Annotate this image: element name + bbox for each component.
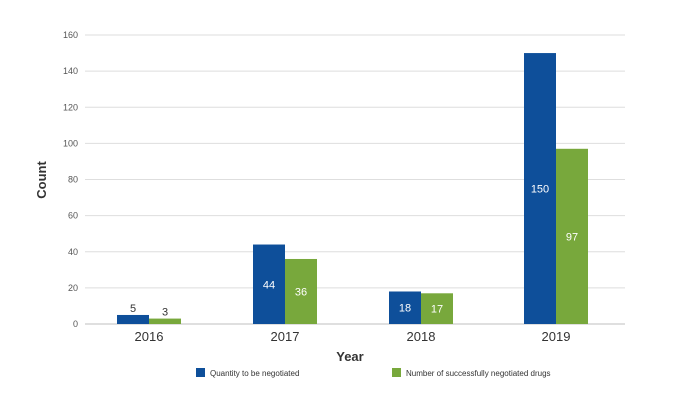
y-tick-label: 120 bbox=[63, 102, 78, 112]
bar bbox=[285, 258, 317, 324]
x-tick-label: 2019 bbox=[542, 329, 571, 344]
data-label: 3 bbox=[162, 307, 168, 319]
bar bbox=[149, 318, 181, 324]
legend-swatch-quantity bbox=[196, 368, 205, 377]
legend-swatch-successful bbox=[392, 368, 401, 377]
data-label: 5 bbox=[130, 303, 136, 315]
y-tick-label: 100 bbox=[63, 138, 78, 148]
bar bbox=[253, 244, 285, 324]
y-tick-labels: 0 20 40 60 80 100 120 140 160 bbox=[63, 30, 78, 329]
data-label: 18 bbox=[399, 303, 411, 315]
legend-label-successful: Number of successfully negotiated drugs bbox=[406, 369, 551, 378]
y-axis-title: Count bbox=[34, 161, 49, 199]
y-tick-label: 80 bbox=[68, 175, 78, 185]
bars: 5 3 44 36 18 17 150 97 bbox=[117, 53, 588, 324]
x-tick-label: 2017 bbox=[271, 329, 300, 344]
x-tick-label: 2018 bbox=[407, 329, 436, 344]
x-axis-title: Year bbox=[336, 349, 363, 364]
bar bbox=[556, 148, 588, 324]
legend-label-quantity: Quantity to be negotiated bbox=[210, 369, 299, 378]
data-label: 150 bbox=[531, 184, 549, 196]
bar bbox=[524, 53, 556, 324]
y-tick-label: 60 bbox=[68, 211, 78, 221]
y-tick-label: 0 bbox=[73, 319, 78, 329]
gridlines bbox=[85, 34, 625, 325]
data-label: 44 bbox=[263, 279, 275, 291]
y-tick-label: 140 bbox=[63, 66, 78, 76]
legend: Quantity to be negotiated Number of succ… bbox=[196, 368, 551, 378]
bar bbox=[117, 314, 149, 324]
y-tick-label: 40 bbox=[68, 247, 78, 257]
data-label: 97 bbox=[566, 231, 578, 243]
y-tick-label: 160 bbox=[63, 30, 78, 40]
y-tick-label: 20 bbox=[68, 283, 78, 293]
x-tick-labels: 2016 2017 2018 2019 bbox=[135, 329, 571, 344]
bar bbox=[421, 293, 453, 324]
data-label: 36 bbox=[295, 286, 307, 298]
data-label: 17 bbox=[431, 304, 443, 316]
bar bbox=[389, 291, 421, 324]
x-tick-label: 2016 bbox=[135, 329, 164, 344]
